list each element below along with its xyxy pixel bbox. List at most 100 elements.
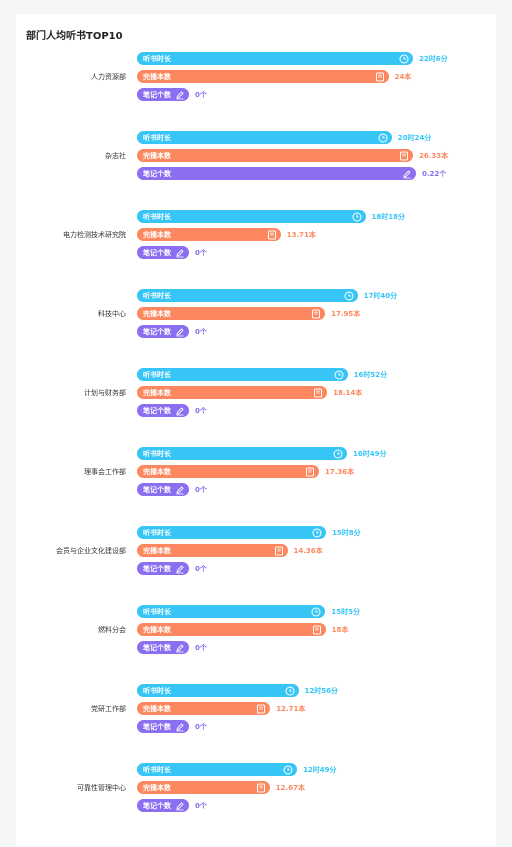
department-label: 电力检测技术研究院 (63, 231, 126, 239)
books-bar-label: 完播本数 (143, 705, 171, 713)
listen-bar: 听书时长 (137, 289, 358, 302)
listen-value-label: 15时5分 (331, 608, 360, 616)
book-icon (314, 388, 323, 397)
books-bar-label: 完播本数 (143, 152, 171, 160)
books-value-label: 12.71本 (276, 705, 306, 713)
books-value-label: 24本 (394, 73, 412, 81)
listen-bar-label: 听书时长 (143, 134, 171, 142)
department-label: 计划与财务部 (84, 389, 126, 397)
books-bar-label: 完播本数 (143, 626, 171, 634)
books-value-label: 17.95本 (331, 310, 361, 318)
listen-value-label: 15时8分 (331, 529, 361, 537)
listen-bar-label: 听书时长 (143, 766, 171, 774)
notes-bar-label: 笔记个数 (143, 802, 171, 810)
notes-bar-label: 笔记个数 (143, 249, 171, 257)
listen-bar-label: 听书时长 (143, 292, 171, 300)
notes-value-label: 0个 (195, 249, 207, 257)
department-label: 会员与企业文化建设部 (56, 547, 126, 555)
books-value-label: 26.33本 (419, 152, 449, 160)
clock-icon (285, 686, 295, 695)
department-label: 燃料分会 (98, 626, 126, 634)
notes-bar: 笔记个数 (137, 167, 416, 180)
books-bar-label: 完播本数 (143, 231, 171, 239)
books-bar: 完播本数 (137, 781, 270, 794)
book-icon (305, 467, 314, 476)
pencil-icon (176, 722, 184, 731)
book-icon (400, 151, 408, 160)
listen-value-label: 16时52分 (353, 371, 388, 379)
listen-bar-label: 听书时长 (143, 55, 171, 63)
notes-value-label: 0个 (195, 407, 207, 415)
books-bar: 完播本数 (137, 623, 326, 636)
listen-bar-label: 听书时长 (143, 371, 171, 379)
listen-value-label: 17时40分 (363, 292, 398, 300)
books-bar-label: 完播本数 (143, 310, 171, 318)
notes-bar-label: 笔记个数 (143, 91, 171, 99)
notes-value-label: 0.22个 (422, 170, 447, 178)
listen-bar: 听书时长 (137, 447, 348, 460)
chart-card: 部门人均听书TOP10 人力资源部 听书时长 22时6分 完播本数 24本 笔记个数 0个杂… (16, 14, 496, 847)
books-bar: 完播本数 (137, 307, 326, 320)
book-icon (274, 546, 283, 555)
books-bar: 完播本数 (137, 70, 389, 83)
books-bar-label: 完播本数 (143, 73, 171, 81)
listen-bar: 听书时长 (137, 684, 299, 697)
books-value-label: 18.14本 (333, 389, 363, 397)
book-icon (256, 783, 265, 792)
books-value-label: 14.36本 (293, 547, 323, 555)
listen-bar: 听书时长 (137, 368, 348, 381)
listen-bar-label: 听书时长 (143, 608, 171, 616)
books-bar-label: 完播本数 (143, 468, 171, 476)
chart-title: 部门人均听书TOP10 (26, 31, 123, 42)
notes-bar: 笔记个数 (137, 246, 189, 259)
notes-bar: 笔记个数 (137, 720, 189, 733)
listen-bar: 听书时长 (137, 210, 366, 223)
bar-rows: 人力资源部 听书时长 22时6分 完播本数 24本 笔记个数 0个 杂志社 听书时长 20时24分… (16, 14, 496, 847)
books-bar: 完播本数 (137, 544, 288, 557)
listen-bar-label: 听书时长 (143, 687, 171, 695)
notes-value-label: 0个 (195, 565, 207, 573)
books-bar-label: 完播本数 (143, 784, 171, 792)
pencil-icon (176, 248, 184, 257)
pencil-icon (176, 406, 184, 415)
book-icon (375, 72, 384, 81)
books-bar-label: 完播本数 (143, 547, 171, 555)
listen-value-label: 12时56分 (304, 687, 338, 695)
clock-icon (399, 54, 409, 63)
clock-icon (283, 765, 293, 774)
clock-icon (311, 607, 321, 616)
clock-icon (334, 370, 344, 379)
notes-value-label: 0个 (195, 486, 207, 494)
listen-value-label: 20时24分 (397, 134, 432, 142)
notes-bar: 笔记个数 (137, 562, 189, 575)
notes-value-label: 0个 (195, 802, 207, 810)
listen-bar-label: 听书时长 (143, 450, 171, 458)
notes-bar: 笔记个数 (137, 799, 189, 812)
department-label: 党研工作部 (91, 705, 126, 713)
notes-bar-label: 笔记个数 (143, 328, 171, 336)
listen-value-label: 18时18分 (371, 213, 406, 221)
notes-value-label: 0个 (195, 644, 207, 652)
notes-bar-label: 笔记个数 (143, 486, 171, 494)
clock-icon (352, 212, 362, 221)
department-label: 理事会工作部 (84, 468, 126, 476)
notes-bar-label: 笔记个数 (143, 644, 171, 652)
pencil-icon (176, 327, 184, 336)
books-bar: 完播本数 (137, 386, 328, 399)
clock-icon (378, 133, 388, 142)
pencil-icon (176, 643, 184, 652)
books-bar: 完播本数 (137, 465, 319, 478)
book-icon (312, 309, 321, 318)
notes-bar-label: 笔记个数 (143, 170, 171, 178)
listen-bar: 听书时长 (137, 605, 326, 618)
notes-bar: 笔记个数 (137, 325, 189, 338)
books-bar-label: 完播本数 (143, 389, 171, 397)
pencil-icon (176, 564, 184, 573)
books-bar: 完播本数 (137, 228, 281, 241)
clock-icon (344, 291, 354, 300)
pencil-icon (176, 485, 184, 494)
listen-value-label: 22时6分 (419, 55, 448, 63)
pencil-icon (176, 801, 184, 810)
department-label: 杂志社 (105, 152, 126, 160)
department-label: 科技中心 (98, 310, 126, 318)
